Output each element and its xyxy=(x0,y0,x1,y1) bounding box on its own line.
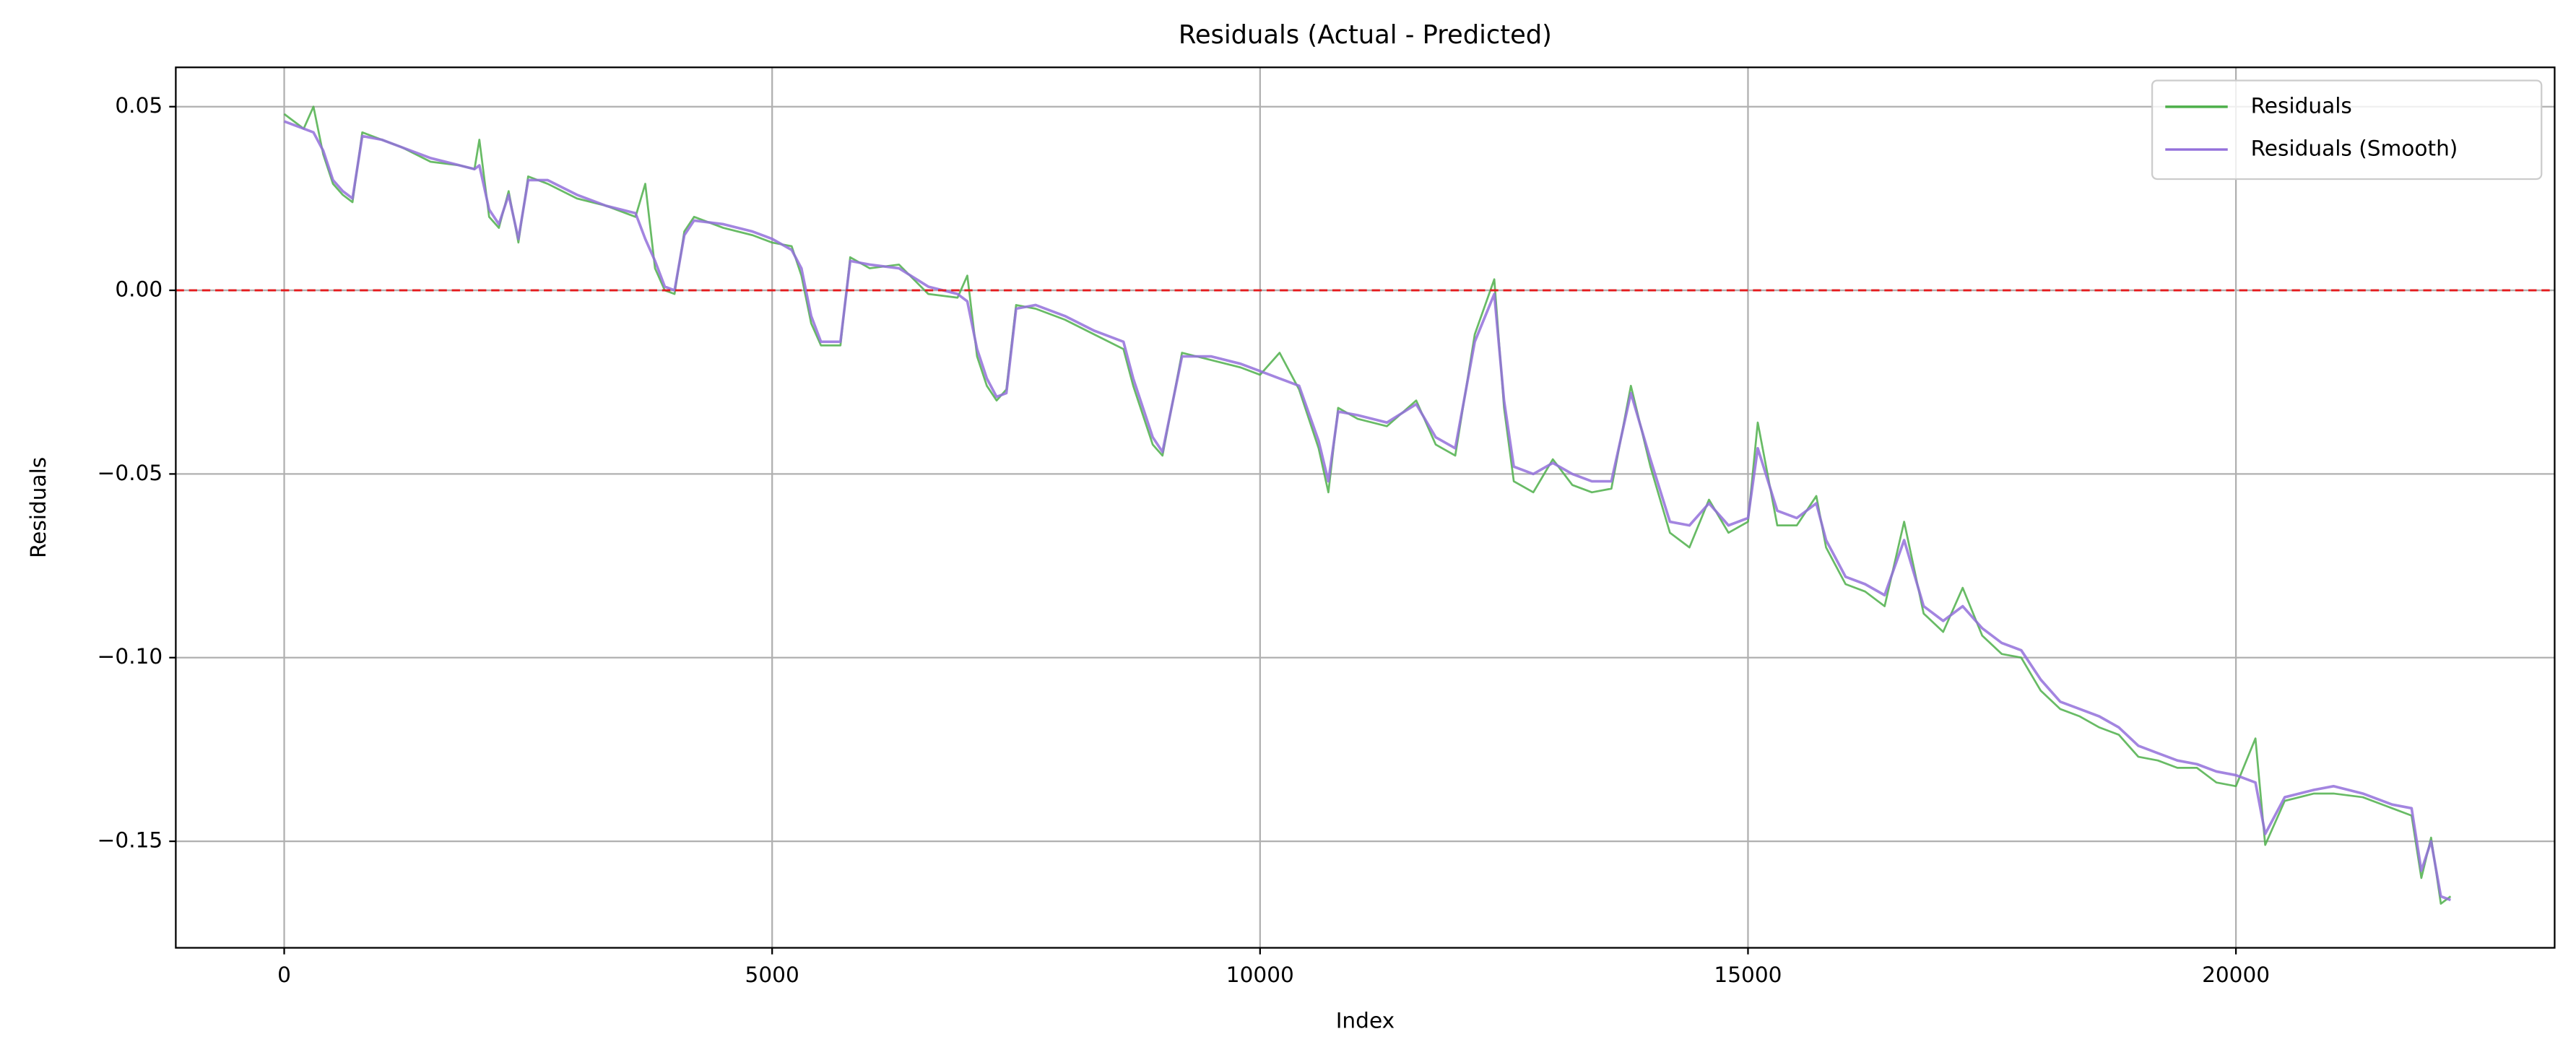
data-line xyxy=(283,105,2452,905)
data-line xyxy=(283,120,2452,902)
y-axis-label: Residuals xyxy=(26,457,51,558)
chart-title: Residuals (Actual - Predicted) xyxy=(1179,20,1552,50)
plot-frame xyxy=(175,66,2556,949)
y-tick-label: −0.15 xyxy=(97,828,163,853)
x-axis-label: Index xyxy=(1336,1008,1395,1033)
legend-box xyxy=(2151,79,2543,181)
y-tick-label: 0.00 xyxy=(115,277,162,302)
y-tick-label: 0.05 xyxy=(115,93,162,118)
y-tick-label: −0.10 xyxy=(97,644,163,669)
x-tick-label: 0 xyxy=(277,963,291,987)
x-tick-label: 20000 xyxy=(2202,963,2270,987)
y-tick-label: −0.05 xyxy=(97,461,163,485)
x-tick-label: 15000 xyxy=(1714,963,1782,987)
legend-label: Residuals xyxy=(2251,93,2352,118)
legend-label: Residuals (Smooth) xyxy=(2251,136,2458,161)
x-tick-label: 10000 xyxy=(1226,963,1294,987)
x-tick-label: 5000 xyxy=(745,963,799,987)
